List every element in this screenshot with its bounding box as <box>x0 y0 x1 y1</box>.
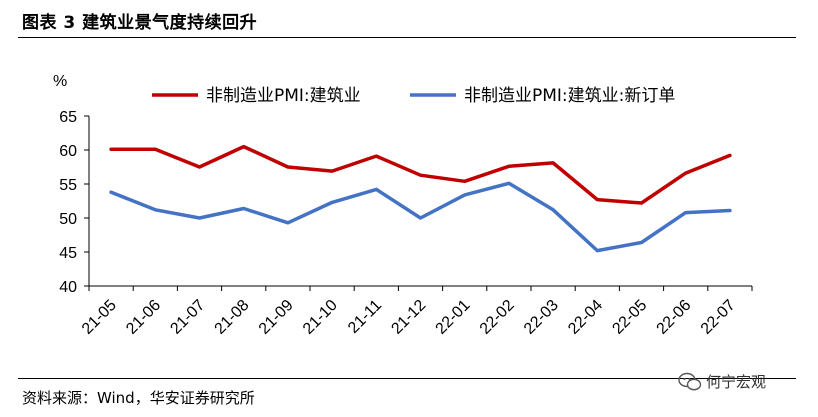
data-point <box>684 211 687 214</box>
data-point <box>596 198 599 201</box>
data-point <box>463 193 466 197</box>
data-point <box>154 208 157 212</box>
wechat-icon <box>678 372 702 390</box>
data-point <box>198 165 201 169</box>
data-point <box>286 221 290 224</box>
data-point <box>198 216 201 220</box>
bottom-rule <box>18 378 796 379</box>
data-point <box>419 216 422 220</box>
watermark-text: 何宁宏观 <box>706 373 767 391</box>
x-tick-label: 22-03 <box>521 297 562 338</box>
data-point <box>507 165 511 168</box>
chart-axes <box>84 115 753 291</box>
y-tick-label: 65 <box>59 109 77 126</box>
data-point <box>419 173 422 177</box>
chart-legend: 非制造业PMI:建筑业 非制造业PMI:建筑业:新订单 <box>152 86 675 106</box>
y-tick-label: 45 <box>59 245 77 262</box>
x-tick-label: 21-11 <box>345 297 385 337</box>
data-point <box>728 154 732 157</box>
data-point <box>596 249 599 252</box>
x-tick-label: 21-12 <box>388 297 429 338</box>
data-point <box>684 171 687 175</box>
x-tick-label: 21-07 <box>167 297 208 338</box>
data-point <box>109 190 113 194</box>
data-point <box>375 188 378 191</box>
data-point <box>154 148 157 151</box>
legend-label-1: 非制造业PMI:建筑业 <box>206 86 361 106</box>
data-point <box>286 165 290 169</box>
data-point <box>242 207 245 210</box>
data-point <box>463 180 466 183</box>
data-point <box>375 154 378 158</box>
data-point <box>551 208 555 212</box>
data-point <box>551 161 555 165</box>
top-rule <box>18 37 796 38</box>
x-tick-label: 22-02 <box>477 297 518 338</box>
y-tick-label: 40 <box>59 279 77 296</box>
chart-series <box>109 144 732 253</box>
data-point <box>242 145 245 148</box>
data-point <box>330 169 334 173</box>
source-note: 资料来源：Wind，华安证券研究所 <box>22 389 255 407</box>
data-point <box>640 201 643 205</box>
x-tick-label: 21-09 <box>256 297 297 338</box>
x-tick-label: 22-06 <box>654 297 695 338</box>
y-tick-label: 55 <box>59 177 77 194</box>
x-tick-label: 21-08 <box>212 297 253 338</box>
x-tick-label: 21-10 <box>300 297 341 338</box>
x-tick-label: 21-06 <box>123 297 164 338</box>
data-point <box>109 148 113 151</box>
y-tick-label: 60 <box>59 143 77 160</box>
x-tick-label: 22-05 <box>609 297 650 338</box>
data-point <box>728 209 732 212</box>
y-axis-label: % <box>53 73 67 90</box>
x-tick-label: 21-05 <box>79 297 120 338</box>
x-tick-label: 22-04 <box>565 297 606 338</box>
legend-label-2: 非制造业PMI:建筑业:新订单 <box>464 86 675 106</box>
watermark: 何宁宏观 <box>678 371 766 392</box>
data-point <box>640 241 643 244</box>
figure-title: 图表 3 建筑业景气度持续回升 <box>22 13 258 33</box>
x-tick-label: 22-07 <box>698 297 739 338</box>
data-point <box>507 182 511 185</box>
x-tick-label: 22-01 <box>433 297 474 338</box>
data-point <box>330 201 334 204</box>
y-tick-label: 50 <box>59 211 77 228</box>
